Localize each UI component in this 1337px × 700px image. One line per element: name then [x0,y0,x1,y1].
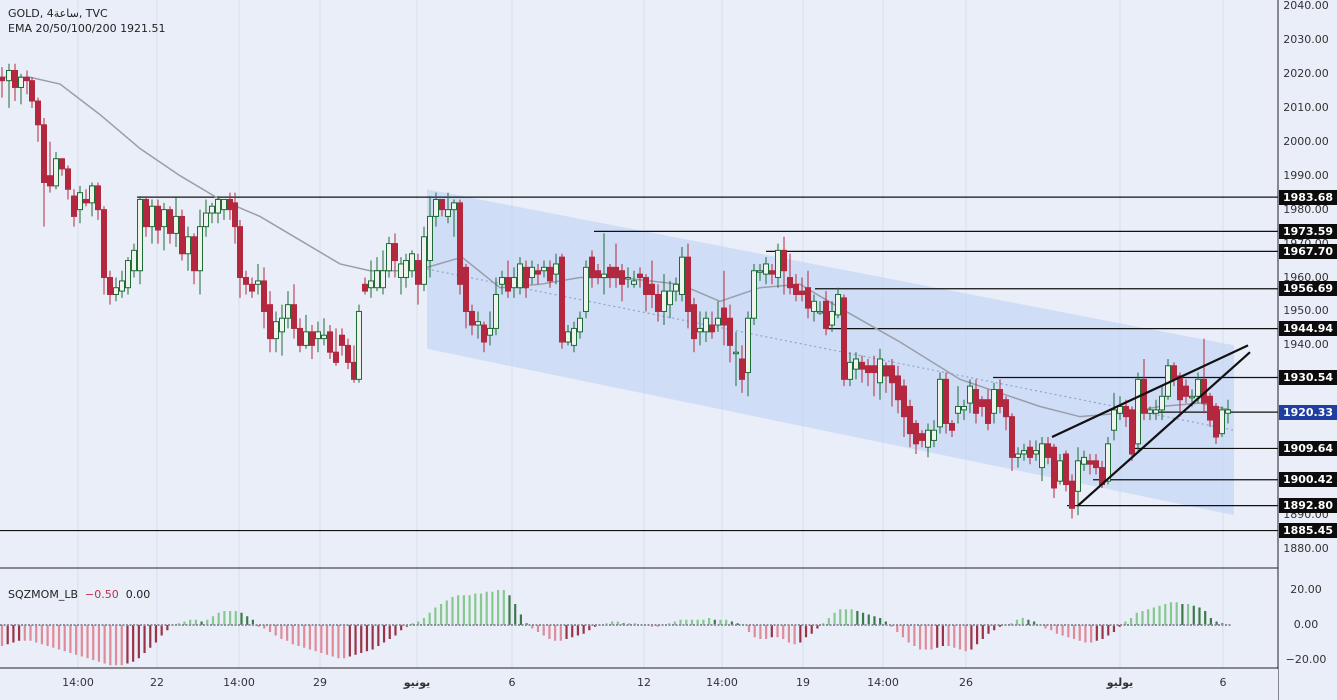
momentum-tick: 20.00 [1290,583,1322,596]
level-price-label: 1944.94 [1279,321,1337,337]
level-price-label: 1967.70 [1279,243,1337,259]
rising-wedge-lines [1051,344,1251,507]
time-tick: يونيو [403,676,431,689]
time-tick: 29 [313,676,327,689]
momentum-name: SQZMOM_LB [8,588,78,601]
candlesticks [0,63,1231,519]
time-axis[interactable] [0,669,1278,700]
time-tick: 6 [508,676,516,689]
level-price-label: 1900.42 [1279,472,1337,488]
momentum-value: −0.50 [85,588,119,601]
momentum-tick: −20.00 [1285,653,1327,666]
level-price-label: 1892.80 [1279,498,1337,514]
price-tick: 2010.00 [1283,100,1329,114]
time-tick: 14:00 [706,676,738,689]
symbol-legend[interactable]: GOLD, 4ساعة, TVC EMA 20/50/100/200 1921.… [8,6,166,36]
horizontal-levels [0,196,1278,532]
price-tick: 2030.00 [1283,32,1329,46]
regression-channel [426,189,1235,516]
price-tick: 1960.00 [1283,270,1329,284]
time-tick: 19 [796,676,810,689]
momentum-value-2: 0.00 [125,588,151,601]
price-tick: 2000.00 [1283,134,1329,148]
level-price-label: 1973.59 [1279,223,1337,239]
ema-legend: EMA 20/50/100/200 1921.51 [8,22,166,35]
momentum-histogram [0,590,1232,666]
price-tick: 1980.00 [1283,202,1329,216]
price-tick: 1880.00 [1283,542,1329,556]
level-price-label: 1909.64 [1279,440,1337,456]
price-tick: 2020.00 [1283,66,1329,80]
price-tick: 1950.00 [1283,304,1329,318]
price-tick: 2040.00 [1283,0,1329,12]
momentum-tick: 0.00 [1293,618,1319,631]
time-tick: يوليو [1106,676,1134,689]
price-axis[interactable] [1279,0,1337,700]
level-price-label: 1983.68 [1279,189,1337,205]
time-tick: 14:00 [62,676,94,689]
level-price-label: 1930.54 [1279,370,1337,385]
time-tick: 22 [150,676,164,689]
level-price-label: 1956.69 [1279,281,1337,297]
symbol-title: GOLD, 4ساعة, TVC [8,7,108,20]
current-price-label: 1920.33 [1279,404,1337,420]
time-tick: 12 [637,676,651,689]
price-tick: 1990.00 [1283,168,1329,182]
time-tick: 14:00 [223,676,255,689]
momentum-legend[interactable]: SQZMOM_LB −0.50 0.00 [8,587,150,602]
price-tick: 1940.00 [1283,338,1329,352]
time-tick: 14:00 [867,676,899,689]
time-tick: 26 [959,676,973,689]
level-price-label: 1885.45 [1279,523,1337,539]
time-tick: 6 [1219,676,1227,689]
